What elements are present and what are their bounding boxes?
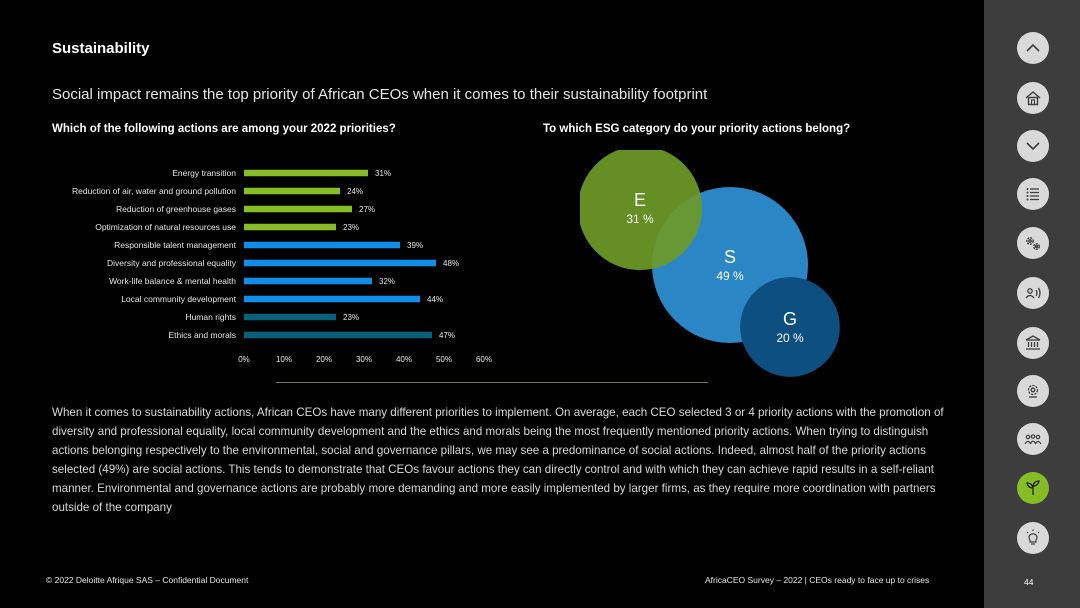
x-tick-label: 0% bbox=[238, 355, 250, 364]
x-tick-label: 30% bbox=[356, 355, 372, 364]
plant-sprout-icon bbox=[1026, 480, 1040, 495]
speaking-person-icon bbox=[1025, 287, 1041, 299]
bar-g bbox=[244, 313, 336, 321]
page-title: Sustainability bbox=[52, 40, 150, 57]
nav-governance-button[interactable] bbox=[1017, 327, 1049, 359]
bar-value-label: 31% bbox=[375, 169, 391, 178]
bubble-g bbox=[740, 277, 840, 377]
bar-category-label: Optimization of natural resources use bbox=[95, 222, 236, 232]
bar-s bbox=[244, 241, 400, 249]
chevron-down-icon bbox=[1026, 142, 1040, 151]
priorities-bar-chart: Energy transition 31% Reduction of air, wa… bbox=[72, 168, 492, 364]
bar-category-label: Energy transition bbox=[172, 168, 236, 178]
body-paragraph: When it comes to sustainability actions,… bbox=[52, 406, 944, 514]
bar-category-label: Reduction of greenhouse gases bbox=[116, 204, 236, 214]
bar-value-label: 23% bbox=[343, 313, 359, 322]
slide: Sustainability Social impact remains the… bbox=[46, 40, 944, 585]
bar-value-label: 24% bbox=[347, 187, 363, 196]
bar-category-label: Responsible talent management bbox=[114, 240, 237, 250]
bar-chart-question: Which of the following actions are among… bbox=[52, 123, 396, 135]
footer-survey-title: AfricaCEO Survey – 2022 | CEOs ready to … bbox=[705, 575, 930, 585]
nav-up-button[interactable] bbox=[1017, 32, 1049, 64]
nav-technology-button[interactable] bbox=[1017, 375, 1049, 407]
bar-s bbox=[244, 277, 372, 285]
bar-value-label: 39% bbox=[407, 241, 423, 250]
page-number: 44 bbox=[1024, 577, 1034, 587]
bar-category-label: Reduction of air, water and ground pollu… bbox=[72, 186, 236, 196]
lightbulb-icon bbox=[1026, 529, 1040, 545]
home-icon bbox=[1025, 91, 1041, 106]
bar-category-label: Ethics and morals bbox=[168, 330, 236, 340]
bubble-letter-label: S bbox=[724, 247, 736, 267]
settings-globe-icon bbox=[1027, 384, 1039, 398]
nav-contents-button[interactable] bbox=[1017, 178, 1049, 210]
bar-e bbox=[244, 205, 352, 213]
nav-sustainability-button[interactable] bbox=[1017, 472, 1049, 504]
page-subtitle: Social impact remains the top priority o… bbox=[52, 86, 708, 103]
list-icon bbox=[1026, 188, 1039, 201]
x-tick-label: 20% bbox=[316, 355, 332, 364]
bubble-value-label: 20 % bbox=[776, 331, 804, 345]
bubble-chart-question: To which ESG category do your priority a… bbox=[543, 123, 851, 135]
bubble-value-label: 31 % bbox=[626, 212, 654, 226]
x-tick-label: 10% bbox=[276, 355, 292, 364]
chevron-up-icon bbox=[1026, 43, 1040, 52]
x-tick-label: 40% bbox=[396, 355, 412, 364]
bar-category-label: Human rights bbox=[185, 312, 236, 322]
bar-value-label: 23% bbox=[343, 223, 359, 232]
bank-icon bbox=[1025, 335, 1041, 350]
bar-s bbox=[244, 295, 420, 303]
bubble-letter-label: E bbox=[634, 190, 646, 210]
nav-operations-button[interactable] bbox=[1017, 227, 1049, 259]
nav-communication-button[interactable] bbox=[1017, 277, 1049, 309]
divider bbox=[276, 382, 708, 383]
bar-value-label: 44% bbox=[427, 295, 443, 304]
bar-value-label: 47% bbox=[439, 331, 455, 340]
bar-category-label: Diversity and professional equality bbox=[107, 258, 237, 268]
x-tick-label: 60% bbox=[476, 355, 492, 364]
bubble-value-label: 49 % bbox=[716, 269, 744, 283]
gears-icon bbox=[1026, 237, 1040, 250]
nav-down-button[interactable] bbox=[1017, 130, 1049, 162]
footer-copyright: © 2022 Deloitte Afrique SAS – Confidenti… bbox=[46, 575, 249, 585]
nav-home-button[interactable] bbox=[1017, 82, 1049, 114]
bar-value-label: 48% bbox=[443, 259, 459, 268]
nav-innovation-button[interactable] bbox=[1017, 522, 1049, 554]
bar-value-label: 27% bbox=[359, 205, 375, 214]
bar-s bbox=[244, 259, 436, 267]
bar-e bbox=[244, 223, 336, 231]
nav-people-button[interactable] bbox=[1017, 423, 1049, 455]
bubble-e bbox=[580, 150, 703, 271]
bar-g bbox=[244, 331, 432, 339]
bar-category-label: Work-life balance & mental health bbox=[109, 276, 236, 286]
people-group-icon bbox=[1024, 434, 1042, 445]
esg-bubble-chart: E 31 % S 49 % G 20 % bbox=[580, 150, 840, 377]
bubble-letter-label: G bbox=[783, 309, 797, 329]
bar-value-label: 32% bbox=[379, 277, 395, 286]
bar-e bbox=[244, 187, 340, 195]
bar-e bbox=[244, 169, 368, 177]
bar-category-label: Local community development bbox=[121, 294, 236, 304]
x-tick-label: 50% bbox=[436, 355, 452, 364]
